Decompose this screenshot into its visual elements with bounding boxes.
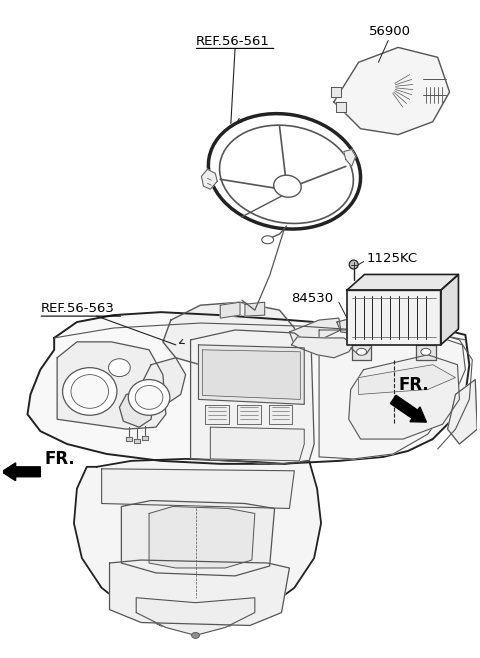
Polygon shape	[336, 102, 346, 112]
Polygon shape	[74, 459, 321, 632]
Polygon shape	[349, 355, 459, 439]
Ellipse shape	[357, 348, 367, 355]
Ellipse shape	[208, 114, 360, 229]
Polygon shape	[220, 302, 240, 318]
Ellipse shape	[128, 380, 170, 415]
Polygon shape	[331, 87, 341, 97]
Polygon shape	[126, 437, 132, 441]
Polygon shape	[237, 405, 261, 424]
Polygon shape	[347, 274, 458, 290]
Text: 1125KC: 1125KC	[367, 252, 418, 265]
Polygon shape	[121, 501, 275, 576]
Polygon shape	[319, 330, 466, 459]
Polygon shape	[255, 161, 312, 193]
Polygon shape	[337, 315, 376, 335]
Ellipse shape	[192, 632, 200, 638]
Ellipse shape	[71, 374, 108, 409]
Ellipse shape	[421, 348, 431, 355]
Polygon shape	[136, 597, 255, 636]
Polygon shape	[441, 274, 458, 345]
Ellipse shape	[274, 175, 301, 197]
Polygon shape	[359, 365, 456, 394]
Polygon shape	[109, 560, 289, 626]
Text: FR.: FR.	[44, 450, 75, 468]
Polygon shape	[57, 342, 166, 429]
Text: REF.56-563: REF.56-563	[40, 302, 114, 315]
Polygon shape	[352, 345, 372, 360]
Ellipse shape	[349, 260, 358, 269]
Polygon shape	[269, 405, 292, 424]
Polygon shape	[199, 345, 304, 405]
Polygon shape	[240, 134, 344, 199]
Polygon shape	[141, 358, 186, 405]
Polygon shape	[416, 345, 436, 360]
Polygon shape	[334, 47, 450, 135]
Polygon shape	[120, 390, 153, 427]
Polygon shape	[347, 290, 441, 345]
Polygon shape	[202, 169, 217, 190]
Polygon shape	[289, 318, 341, 345]
Polygon shape	[134, 439, 140, 443]
Polygon shape	[447, 380, 477, 444]
Polygon shape	[149, 507, 255, 568]
Ellipse shape	[262, 236, 274, 243]
Polygon shape	[163, 302, 297, 372]
FancyArrow shape	[2, 463, 40, 481]
Polygon shape	[191, 330, 314, 464]
Polygon shape	[291, 337, 354, 358]
Ellipse shape	[108, 359, 130, 376]
Polygon shape	[205, 405, 229, 424]
Ellipse shape	[135, 386, 163, 409]
Polygon shape	[245, 302, 264, 316]
Polygon shape	[210, 427, 304, 461]
Polygon shape	[203, 350, 300, 399]
Ellipse shape	[62, 368, 117, 415]
Polygon shape	[142, 436, 148, 440]
Polygon shape	[102, 468, 294, 509]
Ellipse shape	[219, 125, 353, 224]
Text: 84530: 84530	[291, 291, 334, 305]
Polygon shape	[344, 149, 356, 166]
Text: FR.: FR.	[398, 376, 429, 393]
Polygon shape	[27, 312, 469, 464]
Text: 56900: 56900	[369, 24, 410, 38]
FancyArrow shape	[390, 395, 426, 422]
Text: REF.56-561: REF.56-561	[195, 34, 269, 47]
